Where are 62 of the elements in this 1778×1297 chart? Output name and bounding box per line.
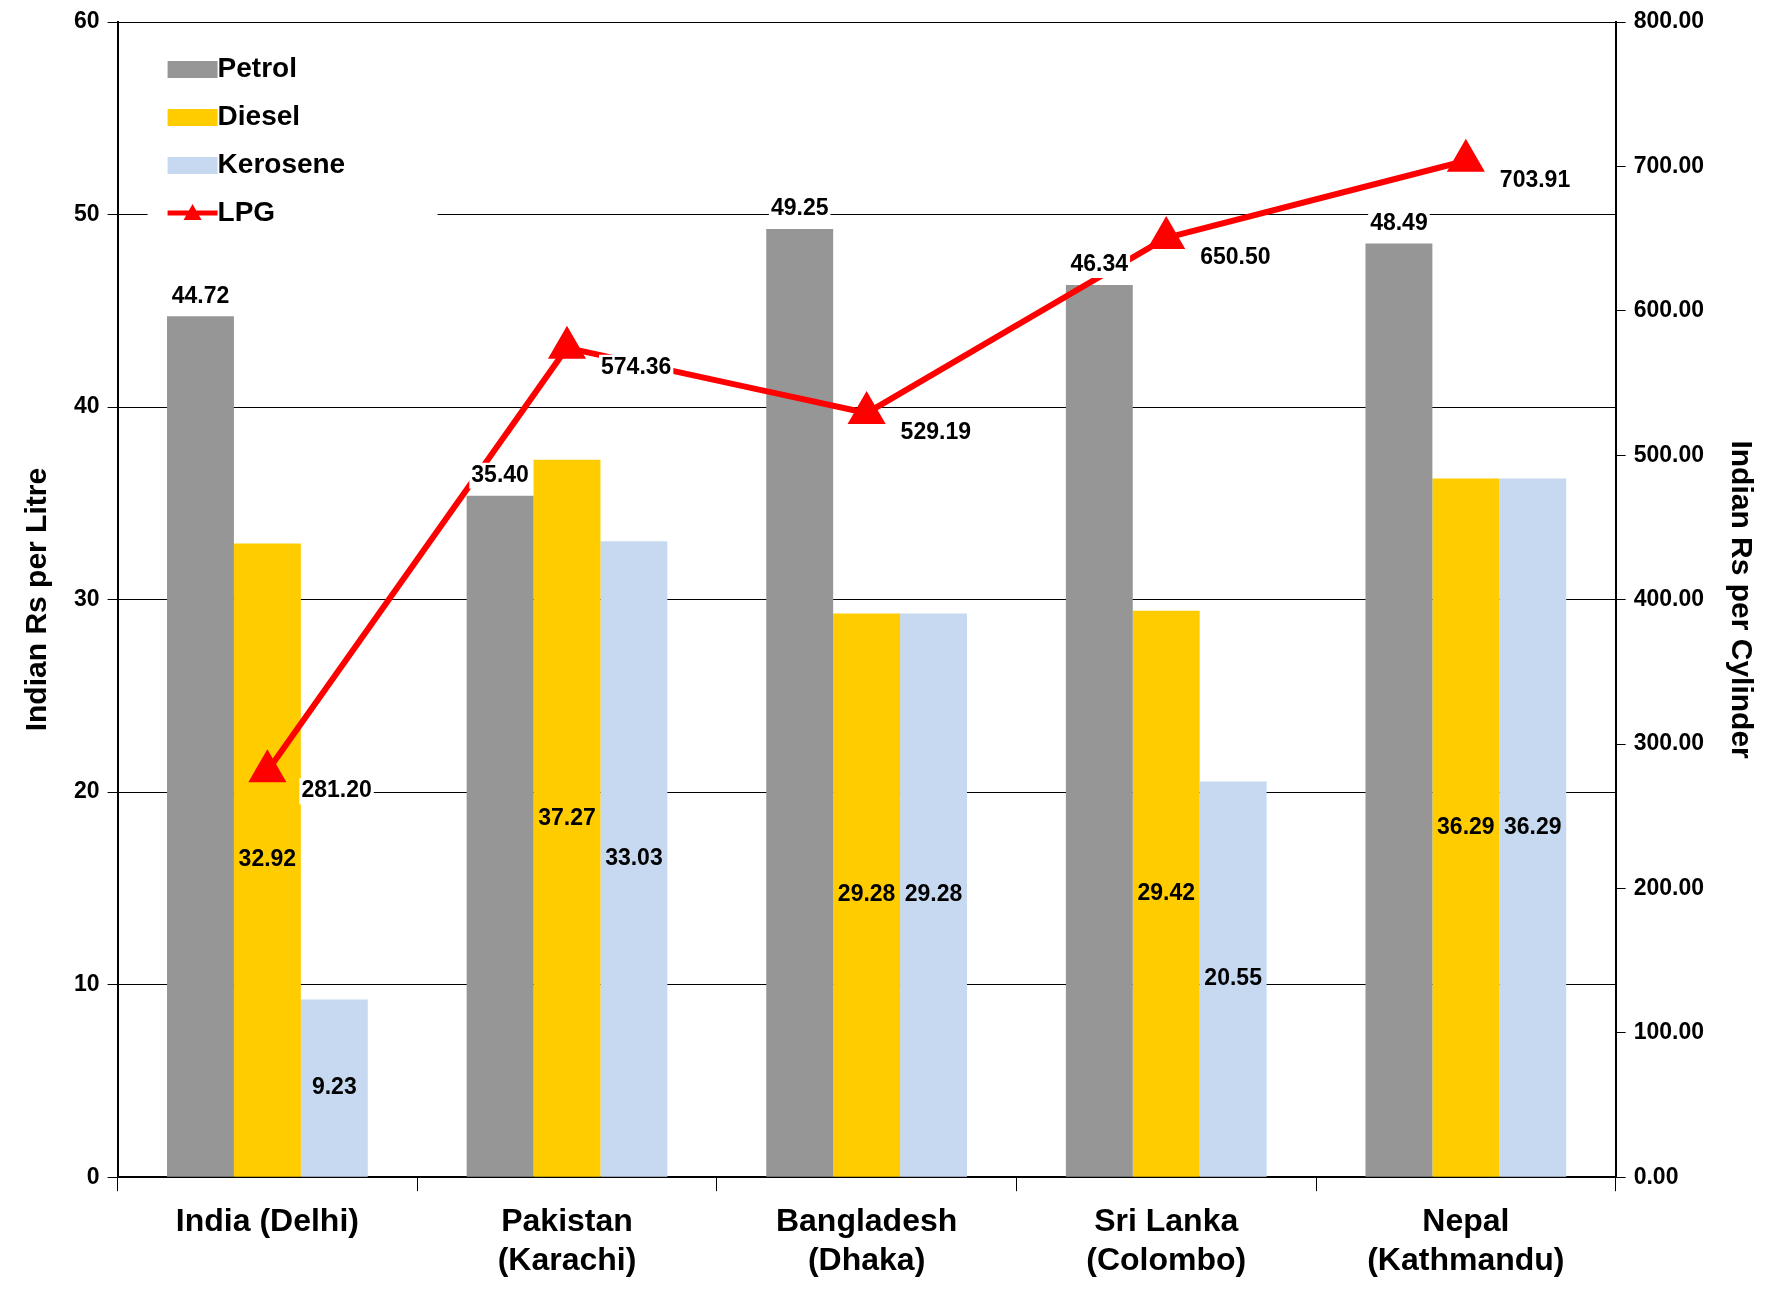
y-tick-label: 50 [73, 199, 100, 226]
y-tick-label: 60 [73, 7, 100, 34]
y2-tick-label: 0.00 [1633, 1162, 1679, 1189]
y-tick-label: 30 [73, 584, 100, 611]
bar [167, 316, 234, 1177]
data-label: 49.25 [770, 194, 829, 221]
data-label: 29.28 [904, 880, 963, 907]
bar [600, 541, 668, 1177]
x-tick-label: Sri Lanka (Colombo) [1086, 1202, 1247, 1277]
y2-tick-label: 300.00 [1633, 729, 1705, 756]
x-tick-label: Nepal (Kathmandu) [1367, 1202, 1565, 1277]
data-label: 20.55 [1204, 964, 1263, 991]
y-tick-label: 0 [86, 1162, 100, 1189]
data-label: 46.34 [1070, 250, 1129, 277]
data-label: 48.49 [1370, 208, 1428, 235]
data-label: 35.40 [471, 460, 529, 487]
data-label: 33.03 [605, 844, 663, 871]
data-label: 44.72 [171, 281, 230, 308]
bar [1432, 478, 1500, 1177]
bar [233, 543, 301, 1177]
x-tick-label: India (Delhi) [175, 1202, 359, 1239]
legend-label: Kerosene [217, 147, 346, 179]
y-tick-label: 20 [73, 777, 100, 804]
data-label: 574.36 [601, 353, 672, 380]
bar [1132, 610, 1200, 1177]
data-label: 36.29 [1503, 812, 1562, 839]
bar [1365, 243, 1433, 1177]
x-tick-label: Bangladesh (Dhaka) [775, 1202, 958, 1277]
data-label: 9.23 [311, 1073, 357, 1100]
bar [466, 495, 534, 1177]
data-label: 29.42 [1137, 879, 1196, 906]
y2-tick-label: 400.00 [1633, 584, 1705, 611]
bar [766, 228, 834, 1177]
y2-axis-title: Indian Rs per Cylinder [1725, 440, 1759, 760]
bar [900, 613, 967, 1177]
data-label: 529.19 [900, 418, 971, 445]
data-label: 32.92 [238, 845, 297, 872]
bar [533, 459, 601, 1177]
legend-label: Petrol [217, 51, 297, 83]
y-tick-label: 10 [73, 970, 100, 997]
x-tick-label: Pakistan (Karachi) [497, 1202, 637, 1277]
legend-label: LPG [217, 195, 276, 227]
y-tick-label: 40 [73, 392, 100, 419]
y2-tick-label: 700.00 [1633, 151, 1705, 178]
data-label: 29.28 [837, 880, 896, 907]
y2-tick-label: 500.00 [1633, 440, 1705, 467]
data-label: 37.27 [538, 803, 596, 830]
data-label: 650.50 [1200, 243, 1271, 270]
data-label: 36.29 [1437, 812, 1495, 839]
y2-tick-label: 100.00 [1633, 1018, 1705, 1045]
y2-tick-label: 600.00 [1633, 296, 1705, 323]
legend-label: Diesel [217, 99, 301, 131]
bar [1499, 478, 1567, 1177]
y2-tick-label: 800.00 [1633, 7, 1705, 34]
data-label: 703.91 [1499, 166, 1571, 193]
bar [833, 613, 901, 1177]
y-axis-title: Indian Rs per Litre [19, 467, 53, 732]
y2-tick-label: 200.00 [1633, 873, 1705, 900]
data-label: 281.20 [301, 776, 372, 803]
bar [1199, 781, 1267, 1177]
bar [1065, 285, 1133, 1177]
bar [300, 999, 368, 1177]
